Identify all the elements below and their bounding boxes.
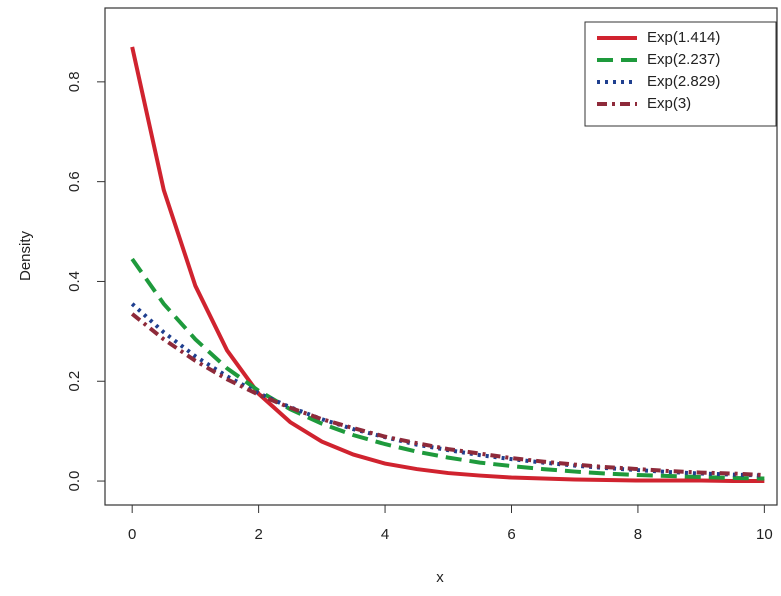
x-axis-label: x (436, 569, 444, 586)
x-tick-label: 4 (381, 526, 389, 543)
series-line (130, 46, 765, 484)
y-tick-label: 0.2 (66, 371, 83, 392)
legend-label: Exp(3) (647, 95, 691, 112)
y-axis-label: Density (17, 230, 34, 281)
x-tick-label: 8 (634, 526, 642, 543)
x-tick-label: 6 (507, 526, 515, 543)
series-line (130, 257, 765, 481)
plot-frame (104, 7, 778, 506)
legend-label: Exp(2.829) (647, 73, 720, 90)
y-tick-label: 0.0 (66, 471, 83, 492)
x-tick-label: 2 (254, 526, 262, 543)
legend-label: Exp(2.237) (647, 51, 720, 68)
y-tick-label: 0.4 (66, 271, 83, 292)
y-tick-label: 0.8 (66, 71, 83, 92)
x-tick-label: 10 (756, 526, 773, 543)
y-tick-label: 0.6 (66, 171, 83, 192)
legend-label: Exp(1.414) (647, 29, 720, 46)
x-tick-label: 0 (128, 526, 136, 543)
series-line (130, 312, 765, 478)
